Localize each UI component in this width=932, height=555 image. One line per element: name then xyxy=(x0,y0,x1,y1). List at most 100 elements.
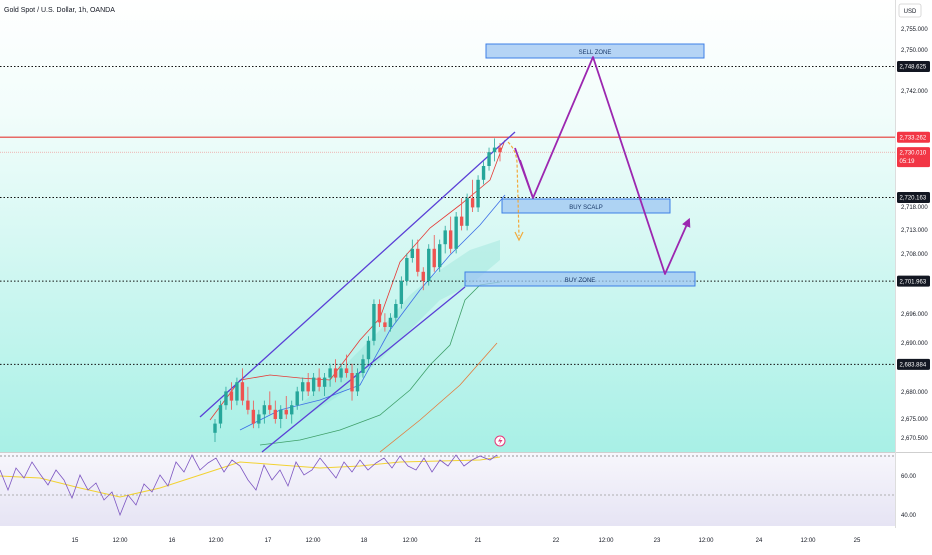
price-axis-labels: 2,748.625 2,733.262 2,730.010 05:19 2,720.16… xyxy=(897,61,930,370)
candle-body xyxy=(235,382,239,401)
candle-body xyxy=(240,382,245,401)
candle xyxy=(421,267,425,291)
rsi-tick-60: 60.00 xyxy=(901,474,917,480)
candle xyxy=(459,198,464,231)
candle xyxy=(350,363,354,401)
candle-body xyxy=(295,391,299,406)
candle xyxy=(427,244,431,286)
price-tick-label: 2,708.000 xyxy=(901,252,928,258)
currency-button[interactable]: USD xyxy=(898,3,922,18)
candle xyxy=(322,373,327,396)
price-level-label: 2,733.262 xyxy=(897,131,930,143)
candle-body xyxy=(328,368,332,378)
price-level-value: 2,748.625 xyxy=(900,65,927,71)
candle xyxy=(465,193,469,231)
candle-body xyxy=(284,409,288,415)
time-tick-label: 21 xyxy=(475,538,482,544)
candle-body xyxy=(279,409,283,419)
candle-body xyxy=(257,414,261,424)
sell-zone-box[interactable] xyxy=(485,43,705,59)
price-pane-background xyxy=(0,0,895,452)
candle-body xyxy=(311,377,316,392)
candle-body xyxy=(290,405,294,415)
candle-body xyxy=(492,147,497,153)
candle-body xyxy=(213,423,217,433)
currency-label: USD xyxy=(904,9,917,15)
candle-body xyxy=(251,409,256,424)
candle-body xyxy=(454,216,458,249)
price-tick-label: 2,670.500 xyxy=(901,436,928,442)
buy-scalp-zone[interactable]: BUY SCALP xyxy=(501,198,671,214)
band-upper xyxy=(209,139,506,421)
candle-body xyxy=(218,405,223,424)
candle xyxy=(416,239,420,277)
sell-zone[interactable]: SELL ZONE xyxy=(485,43,705,59)
buy-zone[interactable]: BUY ZONE xyxy=(464,271,696,287)
candle-body xyxy=(410,248,415,258)
time-tick-label: 12:00 xyxy=(800,538,816,544)
candle-body xyxy=(427,248,431,281)
candle-body xyxy=(268,405,272,410)
candle-body xyxy=(476,179,480,208)
candle xyxy=(306,373,310,396)
candle xyxy=(290,400,294,424)
price-tick-label: 2,690.000 xyxy=(901,341,928,347)
candle-body xyxy=(333,368,338,378)
candle xyxy=(476,175,480,212)
candle-body xyxy=(361,359,365,373)
candle xyxy=(492,138,497,162)
time-tick-label: 12:00 xyxy=(698,538,714,544)
band-lower xyxy=(259,281,501,446)
channel-upper-line[interactable] xyxy=(199,131,516,418)
candle xyxy=(481,161,486,185)
bollinger-fill xyxy=(300,240,500,420)
candle-body xyxy=(405,258,409,281)
price-tick-label: 2,675.000 xyxy=(901,417,928,423)
candle xyxy=(366,336,371,364)
time-axis[interactable]: 15 12:00 16 12:00 17 12:00 18 12:00 21 22 12:00 23 1… xyxy=(72,538,861,544)
candle xyxy=(300,377,305,401)
dashed-forecast-arrowhead xyxy=(514,231,524,242)
buy-zone-box[interactable] xyxy=(464,271,696,287)
candle xyxy=(443,225,447,254)
price-level-label: 2,748.625 xyxy=(897,61,930,73)
candle xyxy=(361,354,365,378)
projection-tick xyxy=(519,159,534,199)
candle-body xyxy=(355,373,360,392)
candle-body xyxy=(322,377,327,387)
candle-body xyxy=(465,198,469,226)
price-level-value: 2,683.884 xyxy=(900,363,927,369)
candle xyxy=(339,363,343,383)
candle-body xyxy=(350,373,354,392)
candle xyxy=(394,299,398,323)
price-axis[interactable]: 2,755.0002,750.0002,742.0002,726.0002,71… xyxy=(901,27,928,442)
candle-body xyxy=(388,317,393,327)
candle xyxy=(279,405,283,429)
candle xyxy=(405,253,409,286)
candle-body xyxy=(438,244,442,268)
buy-zone-label: BUY ZONE xyxy=(565,278,596,284)
candle-body xyxy=(262,405,267,415)
candle xyxy=(295,386,299,410)
time-tick-label: 23 xyxy=(654,538,661,544)
candle-body xyxy=(317,377,321,387)
candle xyxy=(224,386,228,410)
price-level-label: 2,720.163 xyxy=(897,191,930,203)
countdown-timer: 05:19 xyxy=(900,159,916,165)
buy-scalp-zone-box[interactable] xyxy=(501,198,671,214)
candle-body xyxy=(306,382,310,392)
candle xyxy=(284,396,288,419)
time-tick-label: 12:00 xyxy=(112,538,128,544)
time-tick-label: 12:00 xyxy=(598,538,614,544)
candle-body xyxy=(394,304,398,318)
symbol-title[interactable]: Gold Spot / U.S. Dollar, 1h, OANDA xyxy=(4,7,115,14)
candle-body xyxy=(416,248,420,272)
time-tick-label: 18 xyxy=(361,538,368,544)
candle xyxy=(333,359,338,383)
candle xyxy=(383,313,387,332)
candle xyxy=(268,391,272,415)
event-marker[interactable] xyxy=(494,435,506,447)
price-level-value: 2,730.010 xyxy=(900,151,927,157)
